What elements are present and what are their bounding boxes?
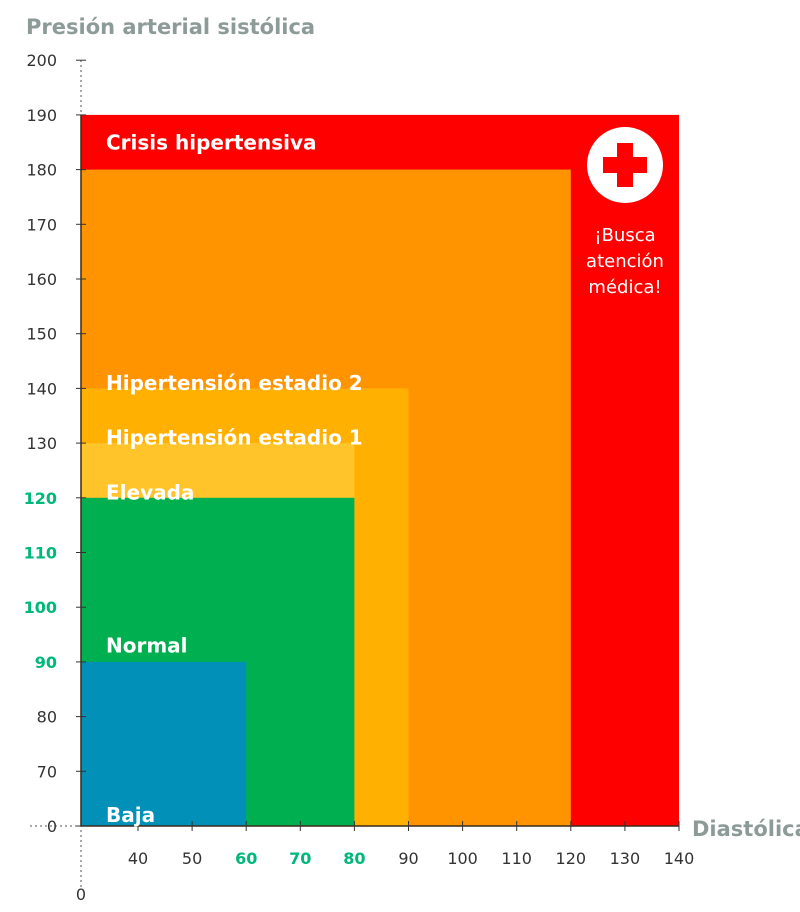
zone-label: Crisis hipertensiva [106,130,317,154]
y-tick-label: 80 [37,708,57,727]
zone-label: Baja [106,803,155,827]
x-origin-label: 0 [76,885,86,904]
x-tick-label: 130 [610,849,641,868]
zone-label: Elevada [106,480,194,504]
y-tick-label: 0 [47,817,57,836]
x-tick-label: 90 [398,849,418,868]
red-cross-icon [587,127,663,203]
y-tick-label: 100 [24,598,57,617]
y-tick-label: 110 [24,544,57,563]
y-tick-label: 160 [26,270,57,289]
y-tick-label: 120 [24,489,57,508]
zone-5 [81,661,247,826]
x-tick-label: 120 [556,849,587,868]
y-tick-label: 130 [26,434,57,453]
y-tick-label: 70 [37,762,57,781]
y-tick-label: 150 [26,325,57,344]
zone-label: Hipertensión estadio 2 [106,371,363,395]
x-tick-label: 50 [182,849,202,868]
x-tick-label: 60 [235,849,257,868]
y-tick-label: 200 [26,51,57,70]
x-tick-label: 70 [289,849,311,868]
y-tick-label: 190 [26,106,57,125]
y-tick-label: 170 [26,215,57,234]
y-axis-label: Presión arterial sistólica [26,15,315,39]
y-tick-label: 90 [35,653,57,672]
x-axis-label: Diastólica [692,817,800,841]
note-line-3: médica! [588,277,661,298]
x-tick-label: 40 [128,849,148,868]
zone-label: Normal [106,633,188,657]
x-tick-label: 80 [343,849,365,868]
y-tick-label: 140 [26,379,57,398]
y-tick-label: 180 [26,161,57,180]
zone-label: Hipertensión estadio 1 [106,426,363,450]
x-tick-label: 110 [501,849,532,868]
x-tick-label: 100 [447,849,478,868]
x-tick-label: 140 [664,849,695,868]
note-line-1: ¡Busca [594,225,655,246]
note-line-2: atención [586,251,664,272]
